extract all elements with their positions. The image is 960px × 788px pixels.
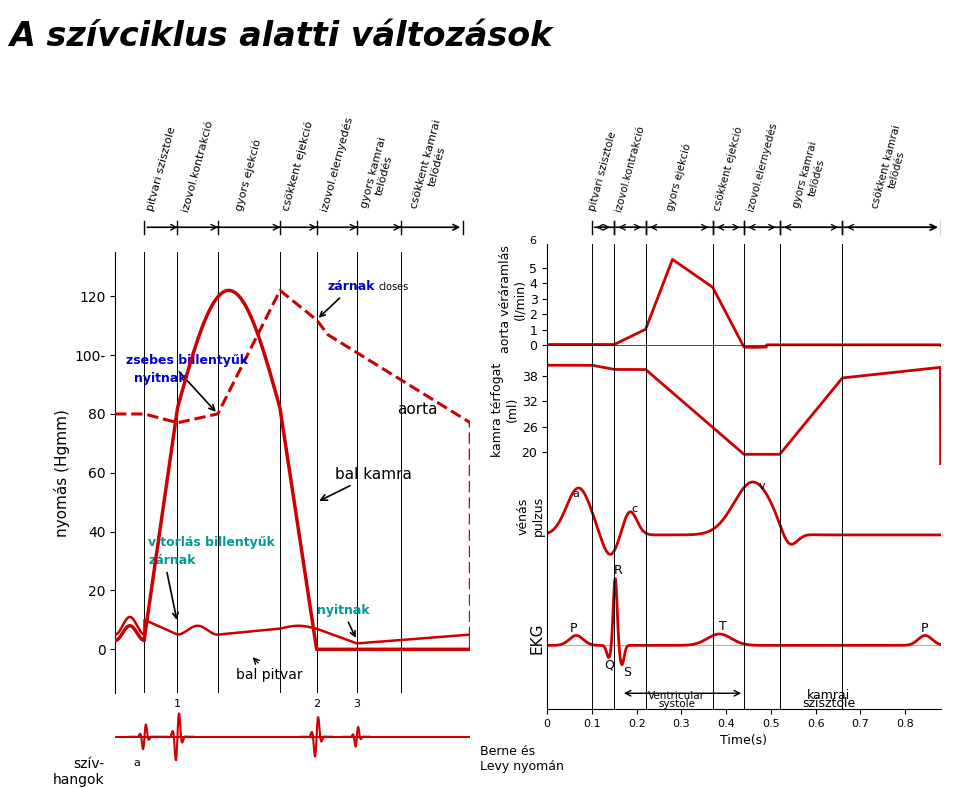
Y-axis label: vénás
pulzus: vénás pulzus (516, 496, 544, 536)
Text: csökkent kamrai
telödés: csökkent kamrai telödés (410, 118, 454, 213)
Text: Berne és
Levy nyomán: Berne és Levy nyomán (480, 745, 564, 773)
Text: gyors ejekció: gyors ejekció (665, 143, 693, 213)
Text: a: a (573, 489, 580, 500)
Text: gyors ejekció: gyors ejekció (234, 139, 263, 213)
Text: pitvari szisztole: pitvari szisztole (145, 126, 177, 213)
Text: zárnak: zárnak (148, 554, 196, 567)
Text: P: P (921, 622, 928, 635)
Y-axis label: aorta véráramlás
(l/min): aorta véráramlás (l/min) (498, 246, 527, 353)
Text: zsebes billentyűk: zsebes billentyűk (126, 354, 249, 367)
Text: 3: 3 (353, 699, 360, 709)
Text: izovol.elernyedés: izovol.elernyedés (745, 121, 779, 213)
X-axis label: Time(s): Time(s) (721, 734, 767, 748)
Y-axis label: kamra térfogat
(ml): kamra térfogat (ml) (491, 362, 518, 457)
Text: bal pitvar: bal pitvar (236, 658, 302, 682)
Text: closes: closes (379, 282, 409, 292)
Text: szív-
hangok: szív- hangok (53, 757, 105, 787)
Text: aorta: aorta (397, 402, 438, 417)
Text: v: v (758, 481, 765, 491)
Text: systole: systole (659, 700, 695, 709)
Text: izovol.elernyedés: izovol.elernyedés (319, 116, 354, 213)
Text: 1: 1 (174, 699, 180, 709)
Text: 6: 6 (529, 236, 537, 247)
Text: gyors kamrai
telödés: gyors kamrai telödés (792, 140, 830, 213)
Text: izovol.kontrakció: izovol.kontrakció (613, 125, 646, 213)
Text: szisztole: szisztole (803, 697, 855, 711)
Text: nyitnak: nyitnak (317, 604, 370, 636)
Text: 2: 2 (313, 699, 320, 709)
Text: csökkent ejekció: csökkent ejekció (281, 121, 315, 213)
Text: zárnak: zárnak (320, 281, 375, 317)
Text: kamrai: kamrai (807, 690, 851, 702)
Text: nyitnak: nyitnak (133, 372, 186, 385)
Text: vitorlás billentyűk: vitorlás billentyűk (148, 537, 275, 549)
Y-axis label: nyomás (Hgmm): nyomás (Hgmm) (54, 409, 70, 537)
Text: gyors kamrai
telödés: gyors kamrai telödés (359, 136, 398, 213)
Text: R: R (613, 564, 622, 578)
Text: S: S (623, 666, 632, 678)
Text: csökkent ejekció: csökkent ejekció (712, 126, 745, 213)
Text: P: P (569, 622, 577, 635)
Text: bal kamra: bal kamra (321, 466, 412, 500)
Text: izovol.kontrakció: izovol.kontrakció (180, 119, 215, 213)
Text: T: T (719, 620, 727, 633)
Text: c: c (632, 504, 637, 514)
Y-axis label: EKG: EKG (529, 623, 544, 654)
Text: Ventricular: Ventricular (648, 691, 706, 701)
Text: csökkent kamrai
telödés: csökkent kamrai telödés (870, 124, 913, 213)
Text: Q: Q (604, 659, 613, 671)
Text: A szívciklus alatti változások: A szívciklus alatti változások (10, 20, 553, 53)
Text: pitvari szisztole: pitvari szisztole (588, 131, 618, 213)
Text: a: a (133, 758, 140, 768)
